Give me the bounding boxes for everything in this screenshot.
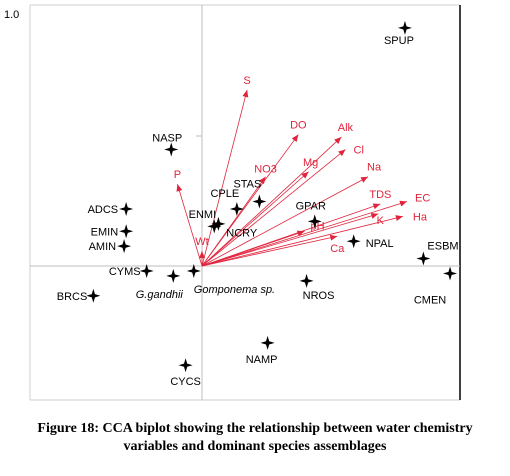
vector-arrowhead-ph xyxy=(296,230,305,237)
vector-line-ec xyxy=(201,201,408,267)
vector-label-mg: Mg xyxy=(303,157,318,169)
species-label-cmen: CMEN xyxy=(414,294,446,306)
species-label-esbm: ESBM xyxy=(427,241,458,253)
y-axis-max-label: 1.0 xyxy=(4,9,19,21)
vector-arrowhead-cl xyxy=(338,149,346,157)
species-label-g-gandhii: G.gandhii xyxy=(136,289,184,301)
species-point-spup xyxy=(397,20,412,35)
species-label-gpar: GPAR xyxy=(296,200,326,212)
species-label-cple: CPLE xyxy=(210,188,239,200)
vector-line-ph xyxy=(201,230,305,267)
species-label-emin: EMIN xyxy=(91,226,119,238)
vector-arrowhead-wt xyxy=(199,251,205,259)
species-point-nasp xyxy=(164,142,179,157)
species-label-cycs: CYCS xyxy=(170,376,201,388)
species-label-gomponema-sp: Gomponema sp. xyxy=(194,284,275,296)
vector-label-tds: TDS xyxy=(369,189,391,201)
species-point-emin xyxy=(119,224,134,239)
vector-line-ca xyxy=(201,235,338,267)
species-point-nros xyxy=(299,273,314,288)
figure-caption: Figure 18: CCA biplot showing the relati… xyxy=(0,420,510,456)
vector-label-k: K xyxy=(377,215,385,227)
species-label-namp: NAMP xyxy=(246,354,278,366)
vector-label-ha: Ha xyxy=(413,211,428,223)
vector-label-alk: Alk xyxy=(338,122,354,134)
vector-arrowhead-ca xyxy=(329,234,338,241)
species-point-cple xyxy=(229,201,244,216)
vector-line-mg xyxy=(201,171,309,267)
vector-arrowhead-s xyxy=(242,89,249,98)
species-point-gomponema-sp xyxy=(186,263,201,278)
vector-arrowhead-p xyxy=(176,184,183,192)
species-label-nros: NROS xyxy=(303,290,335,302)
vector-line-no3 xyxy=(201,176,266,267)
vector-label-wt: Wt xyxy=(195,236,208,248)
vector-label-ec: EC xyxy=(415,193,430,205)
vector-label-cl: Cl xyxy=(354,144,364,156)
species-point-ncry xyxy=(207,219,222,234)
vector-line-p xyxy=(177,184,203,267)
vector-label-do: DO xyxy=(290,120,307,132)
vector-line-na xyxy=(201,176,369,267)
vector-arrowhead-na xyxy=(360,176,369,183)
species-point-cycs xyxy=(178,358,193,373)
species-label-npal: NPAL xyxy=(366,238,394,250)
species-label-stas: STAS xyxy=(233,179,261,191)
species-point-cmen xyxy=(443,266,458,281)
species-point-namp xyxy=(260,335,275,350)
vector-line-alk xyxy=(201,136,342,267)
vector-line-s xyxy=(201,89,248,267)
species-label-brcs: BRCS xyxy=(57,291,88,303)
vector-line-k xyxy=(201,213,379,267)
vector-arrowhead-mg xyxy=(301,171,309,179)
species-label-spup: SPUP xyxy=(384,35,414,47)
species-point-brcs xyxy=(86,288,101,303)
vector-arrowhead-tds xyxy=(372,203,381,210)
vector-label-s: S xyxy=(243,75,250,87)
species-label-cyms: CYMS xyxy=(109,266,141,278)
vector-line-ha xyxy=(201,216,403,267)
vector-arrowhead-ec xyxy=(399,200,407,207)
caption-line-2: variables and dominant species assemblag… xyxy=(123,439,387,454)
vector-arrowhead-do xyxy=(291,134,299,142)
species-point-npal xyxy=(346,234,361,249)
species-point-enmi xyxy=(211,216,226,231)
species-point-cyms xyxy=(139,263,154,278)
caption-line-1: Figure 18: CCA biplot showing the relati… xyxy=(37,421,473,436)
vector-arrowhead-k xyxy=(370,213,379,219)
vector-label-p: P xyxy=(174,169,181,181)
vector-label-no3: NO3 xyxy=(254,164,277,176)
species-point-stas xyxy=(252,194,267,209)
vector-arrowhead-no3 xyxy=(259,176,266,185)
species-label-enmi: ENMI xyxy=(189,209,217,221)
vector-arrowhead-ha xyxy=(395,215,403,221)
species-label-adcs: ADCS xyxy=(88,204,119,216)
species-label-ncry: NCRY xyxy=(226,227,258,239)
species-point-esbm xyxy=(416,251,431,266)
vector-label-na: Na xyxy=(367,162,382,174)
species-point-g-gandhii xyxy=(166,268,181,283)
vector-label-ca: Ca xyxy=(330,243,345,255)
species-label-amin: AMIN xyxy=(89,241,117,253)
vector-line-cl xyxy=(201,149,346,267)
species-point-adcs xyxy=(119,201,134,216)
vector-arrowhead-alk xyxy=(334,137,342,144)
species-label-nasp: NASP xyxy=(152,132,182,144)
species-point-amin xyxy=(117,239,132,254)
species-point-gpar xyxy=(307,214,322,229)
